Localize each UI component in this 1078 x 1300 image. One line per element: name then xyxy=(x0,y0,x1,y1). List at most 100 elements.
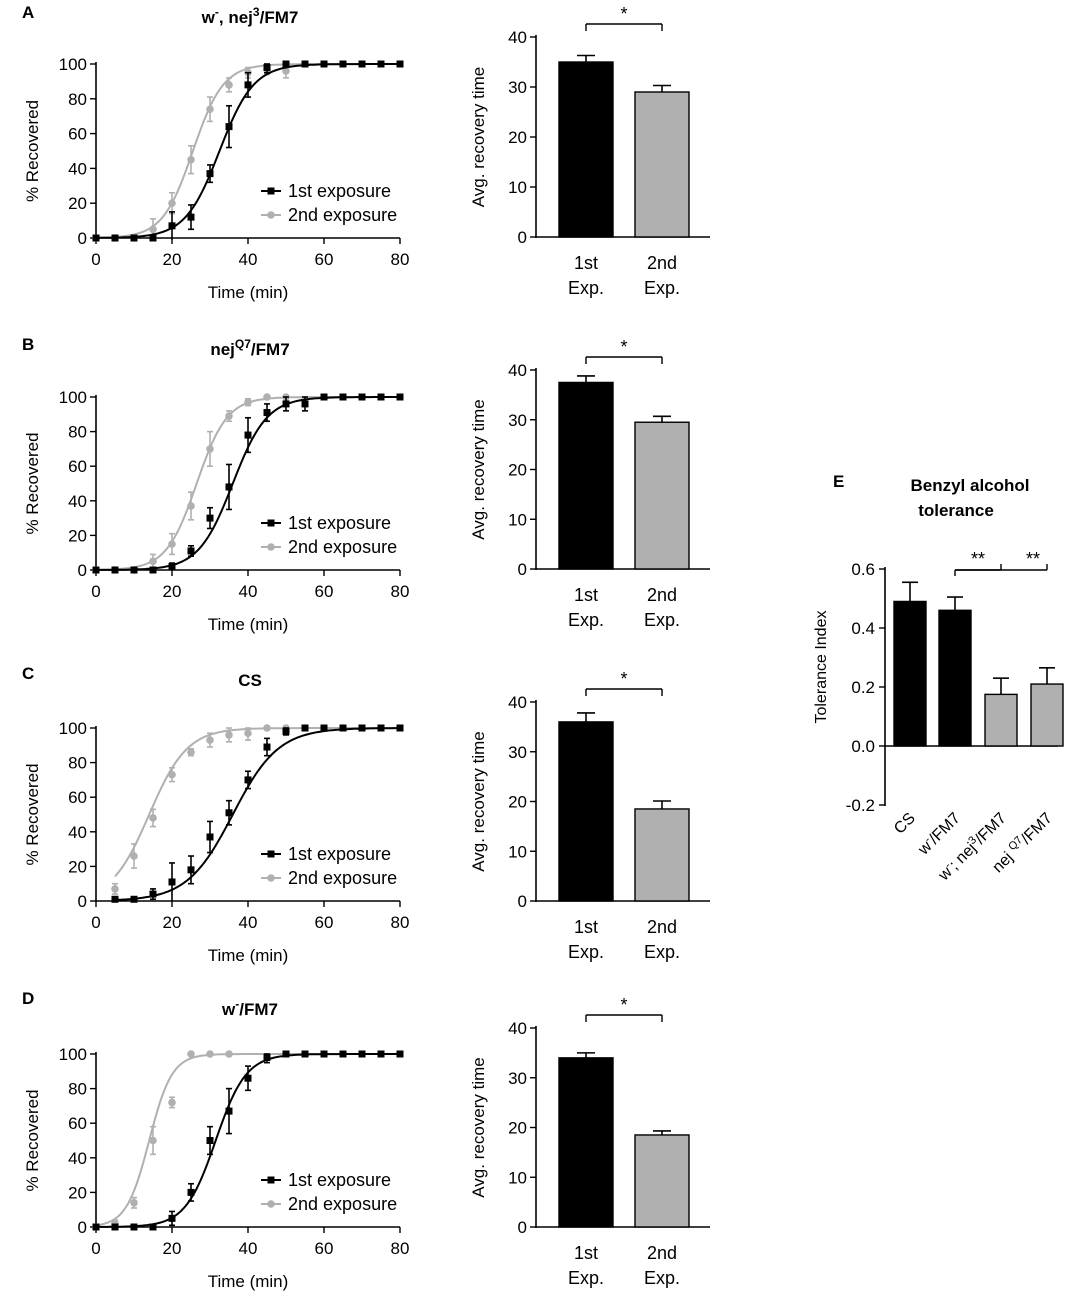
title-part: w xyxy=(221,1000,236,1019)
y-tick-label: 20 xyxy=(508,1119,527,1138)
y-tick-label: 80 xyxy=(68,754,87,773)
data-point-1st xyxy=(396,1050,404,1058)
x-tick-label: Exp. xyxy=(644,942,680,962)
x-tick-label: 1st xyxy=(574,253,598,273)
bar-2 xyxy=(634,1134,690,1228)
data-point-2nd xyxy=(206,445,214,453)
x-tick-label: Exp. xyxy=(644,278,680,298)
x-tick-label: 80 xyxy=(391,1239,410,1258)
data-point-1st xyxy=(187,866,195,874)
y-tick-label: 0 xyxy=(78,1218,87,1237)
x-tick-label: 0 xyxy=(91,582,100,601)
legend-label: 1st exposure xyxy=(288,513,391,533)
data-point-1st xyxy=(301,60,309,68)
data-point-2nd xyxy=(225,412,233,420)
panel-title: Benzyl alcohol xyxy=(910,476,1029,495)
x-tick-label: 2nd xyxy=(647,917,677,937)
x-tick-label: 20 xyxy=(163,582,182,601)
x-axis-label: Time (min) xyxy=(208,1272,289,1291)
y-tick-label: 60 xyxy=(68,125,87,144)
y-tick-label: 40 xyxy=(508,1019,527,1038)
x-axis-label: Time (min) xyxy=(208,946,289,965)
data-point-1st xyxy=(225,123,233,131)
data-point-1st xyxy=(320,724,328,732)
label-part: /FM7 xyxy=(1018,810,1056,848)
data-point-1st xyxy=(396,60,404,68)
data-point-1st xyxy=(339,724,347,732)
data-point-2nd xyxy=(206,736,214,744)
title-part: nej xyxy=(210,340,235,359)
title-part: CS xyxy=(238,671,262,690)
x-tick-label: 60 xyxy=(315,913,334,932)
data-point-1st xyxy=(149,1223,157,1231)
x-tick-label: 1st xyxy=(574,917,598,937)
y-axis-label: Tolerance Index xyxy=(813,611,830,724)
x-tick-label: Exp. xyxy=(568,1268,604,1288)
panel-title: tolerance xyxy=(918,501,994,520)
significance-label: ** xyxy=(1026,549,1040,569)
y-tick-label: 0 xyxy=(78,561,87,580)
x-tick-label: 0 xyxy=(91,913,100,932)
data-point-1st xyxy=(92,566,100,574)
data-point-1st xyxy=(263,1053,271,1061)
x-tick-label: 60 xyxy=(315,582,334,601)
data-point-2nd xyxy=(225,1050,233,1058)
y-tick-label: 10 xyxy=(508,510,527,529)
y-axis-label: Avg. recovery time xyxy=(469,67,488,207)
x-tick-label: CS xyxy=(891,810,919,838)
bar-2 xyxy=(634,91,690,238)
y-tick-label: 40 xyxy=(68,823,87,842)
data-point-2nd xyxy=(168,1098,176,1107)
data-point-1st xyxy=(358,724,366,732)
y-tick-label: 100 xyxy=(59,55,87,74)
legend-label: 2nd exposure xyxy=(288,868,397,888)
y-tick-label: 20 xyxy=(508,461,527,480)
data-point-1st xyxy=(339,60,347,68)
data-point-1st xyxy=(244,776,252,784)
x-tick-label: 40 xyxy=(239,582,258,601)
y-tick-label: 100 xyxy=(59,1045,87,1064)
bar-4 xyxy=(1030,683,1064,747)
x-tick-label: 2nd xyxy=(647,253,677,273)
y-tick-label: 30 xyxy=(508,1069,527,1088)
data-point-2nd xyxy=(168,770,176,779)
label-part: /FM7 xyxy=(926,810,964,848)
data-point-1st xyxy=(320,1050,328,1058)
legend-marker-square xyxy=(267,850,275,858)
y-tick-label: 20 xyxy=(508,128,527,147)
panel-letter: E xyxy=(833,472,844,491)
data-point-1st xyxy=(206,514,214,522)
data-point-1st xyxy=(225,483,233,491)
y-tick-label: 40 xyxy=(68,159,87,178)
data-point-1st xyxy=(111,234,119,242)
legend-label: 1st exposure xyxy=(288,1170,391,1190)
data-point-2nd xyxy=(130,1198,138,1207)
x-tick-label: Exp. xyxy=(644,1268,680,1288)
data-point-1st xyxy=(168,563,176,571)
data-point-1st xyxy=(339,393,347,401)
x-axis-label: Time (min) xyxy=(208,283,289,302)
y-tick-label: 10 xyxy=(508,1168,527,1187)
label-part: /FM7 xyxy=(972,810,1010,848)
y-tick-label: 40 xyxy=(508,28,527,47)
data-point-2nd xyxy=(149,814,157,822)
x-tick-label: 20 xyxy=(163,250,182,269)
data-point-2nd xyxy=(244,398,252,406)
data-point-1st xyxy=(111,1223,119,1231)
x-tick-label: 0 xyxy=(91,250,100,269)
data-point-1st xyxy=(377,60,385,68)
x-axis-label: Time (min) xyxy=(208,615,289,634)
bar-1 xyxy=(558,381,614,570)
data-point-1st xyxy=(92,234,100,242)
legend-marker-square xyxy=(267,519,275,527)
y-tick-label: 40 xyxy=(68,1149,87,1168)
panel-letter: B xyxy=(22,335,34,354)
bar-2 xyxy=(634,421,690,570)
data-point-1st xyxy=(377,393,385,401)
legend-marker-circle xyxy=(267,543,275,551)
panel-title: w-/FM7 xyxy=(221,997,278,1019)
